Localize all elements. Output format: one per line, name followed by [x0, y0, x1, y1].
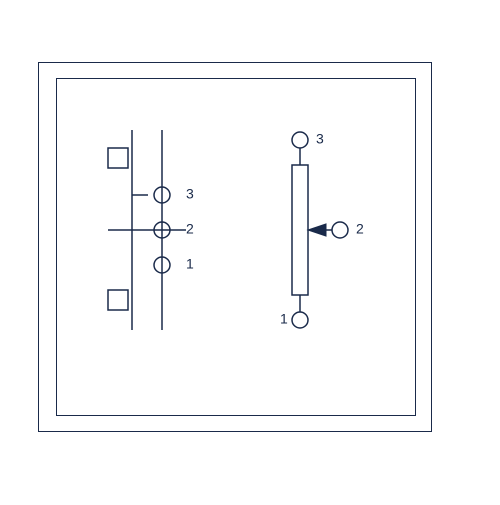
inner-border — [56, 78, 416, 416]
